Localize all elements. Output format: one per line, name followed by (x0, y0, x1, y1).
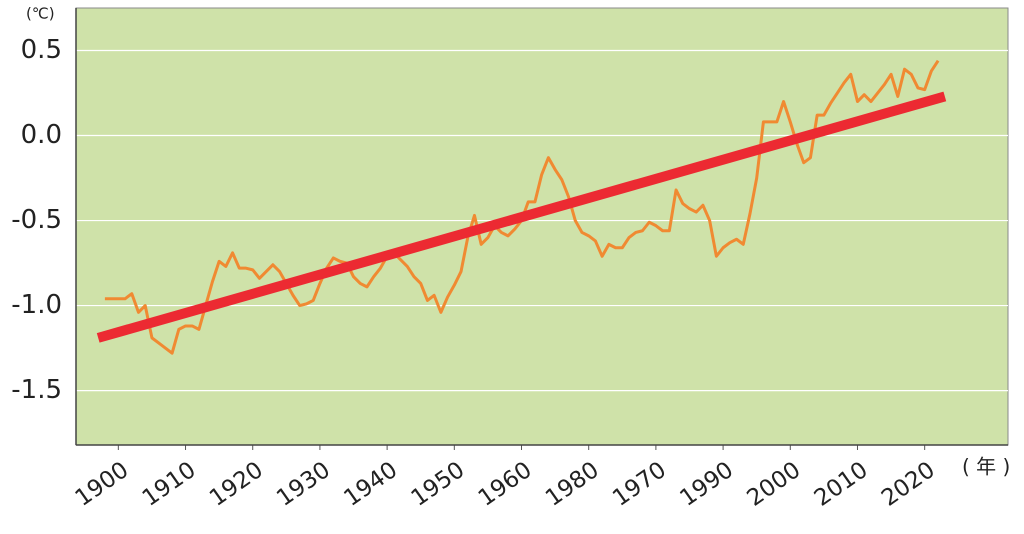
x-tick-label: 1960 (474, 457, 537, 512)
x-tick-label: 2020 (877, 457, 940, 512)
y-tick-label: -1.5 (11, 375, 62, 405)
x-tick-label: 1990 (675, 457, 738, 512)
plot-area (75, 7, 1009, 446)
y-tick-label: -0.5 (11, 205, 62, 235)
trend-line (96, 91, 947, 343)
x-tick-label: 2000 (743, 457, 806, 512)
x-tick-label: 1950 (407, 457, 470, 512)
x-tick-label: 1940 (339, 457, 402, 512)
x-tick-label: 1920 (205, 457, 268, 512)
y-tick-label: -1.0 (11, 290, 62, 320)
x-unit-label: ( 年 ) (962, 455, 1010, 479)
y-tick-label: 0.5 (21, 35, 62, 65)
x-tick-label: 1900 (71, 457, 134, 512)
x-tick-label: 1910 (138, 457, 201, 512)
y-unit-label: (℃) (26, 5, 55, 23)
x-tick-label: 2010 (810, 457, 873, 512)
y-tick-label: 0.0 (21, 120, 62, 150)
x-tick-label: 1970 (608, 457, 671, 512)
x-tick-label: 1930 (272, 457, 335, 512)
x-tick-label: 1980 (541, 457, 604, 512)
